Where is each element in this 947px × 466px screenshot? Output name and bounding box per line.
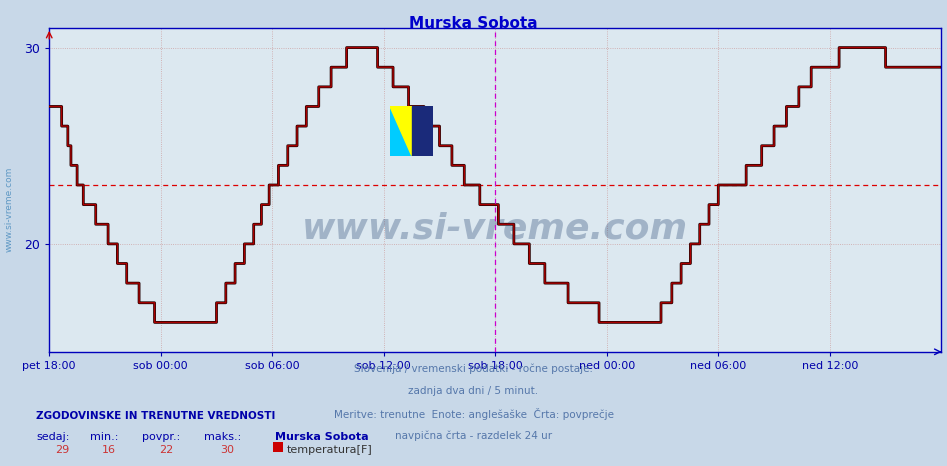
Text: navpična črta - razdelek 24 ur: navpična črta - razdelek 24 ur — [395, 431, 552, 441]
Polygon shape — [390, 106, 412, 156]
Text: Murska Sobota: Murska Sobota — [409, 16, 538, 31]
Text: sedaj:: sedaj: — [36, 432, 69, 442]
Polygon shape — [390, 106, 412, 156]
Text: min.:: min.: — [90, 432, 118, 442]
Text: www.si-vreme.com: www.si-vreme.com — [5, 167, 14, 253]
Text: 22: 22 — [159, 445, 173, 455]
Text: www.si-vreme.com: www.si-vreme.com — [302, 212, 688, 246]
Text: Slovenija / vremenski podatki - ročne postaje.: Slovenija / vremenski podatki - ročne po… — [354, 363, 593, 374]
Text: zadnja dva dni / 5 minut.: zadnja dva dni / 5 minut. — [408, 386, 539, 396]
Text: 16: 16 — [102, 445, 116, 455]
Text: Murska Sobota: Murska Sobota — [275, 432, 368, 442]
Bar — [412, 106, 434, 156]
Text: povpr.:: povpr.: — [142, 432, 180, 442]
Text: temperatura[F]: temperatura[F] — [287, 445, 373, 455]
Text: 29: 29 — [55, 445, 69, 455]
Text: maks.:: maks.: — [204, 432, 241, 442]
Text: ZGODOVINSKE IN TRENUTNE VREDNOSTI: ZGODOVINSKE IN TRENUTNE VREDNOSTI — [36, 411, 276, 421]
Text: 30: 30 — [220, 445, 234, 455]
Text: Meritve: trenutne  Enote: anglešaške  Črta: povprečje: Meritve: trenutne Enote: anglešaške Črta… — [333, 408, 614, 420]
